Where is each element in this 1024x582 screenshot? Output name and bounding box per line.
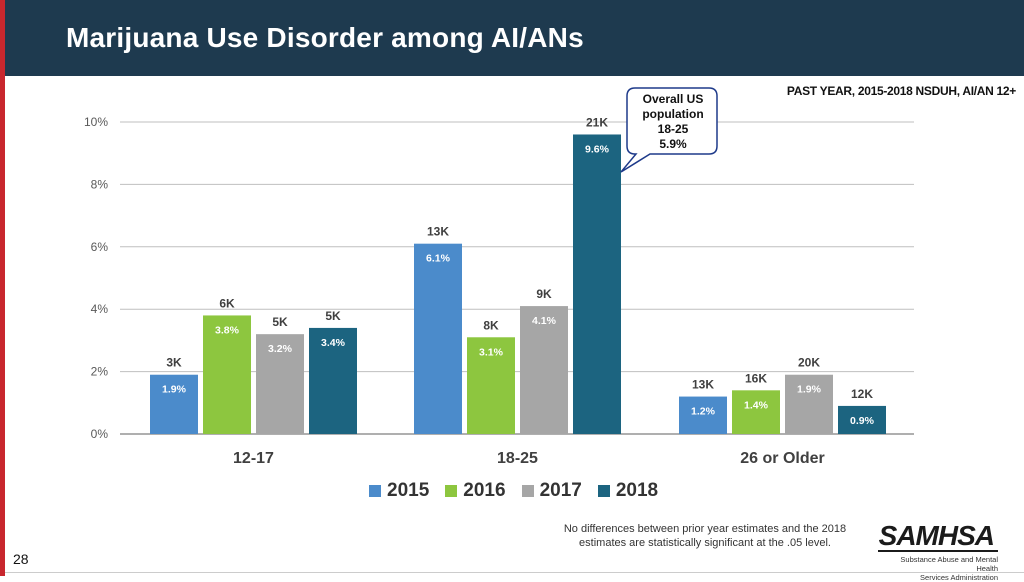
- data-label-2017-1: 4.1%: [532, 315, 557, 327]
- slide-header: Marijuana Use Disorder among AI/ANs: [5, 0, 1024, 76]
- data-label-2017-2: 1.9%: [797, 384, 822, 396]
- callout-line-1: Overall US: [642, 92, 704, 106]
- x-tick-label-0: 12-17: [233, 450, 274, 467]
- legend-label-2017: 2017: [539, 480, 582, 501]
- count-label-2015-0: 3K: [166, 356, 182, 370]
- count-label-2018-1: 21K: [586, 115, 608, 129]
- data-label-2015-2: 1.2%: [691, 406, 716, 418]
- bar-2016-2: [732, 390, 780, 434]
- bar-2015-1: [414, 243, 462, 434]
- footnote-line-1: No differences between prior year estima…: [563, 523, 847, 535]
- y-tick-label-2: 4%: [91, 302, 109, 316]
- count-label-2016-1: 8K: [483, 318, 499, 332]
- data-label-2016-1: 3.1%: [479, 346, 504, 358]
- legend-label-2018: 2018: [615, 480, 659, 501]
- count-label-2015-2: 13K: [692, 378, 714, 392]
- y-tick-label-1: 2%: [91, 365, 109, 379]
- chart-subtitle: PAST YEAR, 2015-2018 NSDUH, AI/AN 12+: [786, 84, 1016, 98]
- logo-sub-line-1: Substance Abuse and Mental Health: [900, 555, 998, 573]
- legend-item-2016: 2016: [445, 480, 506, 502]
- bar-2018-0: [309, 327, 357, 434]
- callout-box: [620, 87, 718, 173]
- data-label-2018-2: 0.9%: [850, 415, 875, 427]
- samhsa-logo: SAMHSA Substance Abuse and Mental Health…: [878, 522, 998, 582]
- data-label-2016-2: 1.4%: [744, 399, 769, 411]
- page-number: 28: [13, 551, 29, 567]
- legend-label-2016: 2016: [463, 480, 506, 501]
- data-label-2017-0: 3.2%: [268, 343, 293, 355]
- bar-2017-2: [785, 374, 833, 434]
- slide-title: Marijuana Use Disorder among AI/ANs: [66, 22, 584, 53]
- data-label-2018-0: 3.4%: [321, 337, 346, 349]
- data-label-2015-0: 1.9%: [162, 384, 187, 396]
- logo-name: SAMHSA: [878, 522, 998, 552]
- legend-swatch-2018: [597, 485, 610, 497]
- chart-legend: 2015 2016 2017 2018: [369, 480, 674, 502]
- count-label-2015-1: 13K: [427, 225, 449, 239]
- logo-sub-line-2: Services Administration: [920, 573, 998, 582]
- y-tick-label-4: 8%: [91, 177, 109, 191]
- bar-2017-1: [520, 306, 568, 434]
- count-label-2017-1: 9K: [536, 287, 552, 301]
- legend-swatch-2015: [369, 485, 381, 497]
- bar-2018-1: [573, 134, 621, 435]
- count-label-2016-2: 16K: [745, 371, 767, 385]
- y-tick-label-3: 6%: [91, 240, 109, 254]
- significance-footnote: No differences between prior year estima…: [540, 522, 870, 550]
- count-label-2017-0: 5K: [272, 315, 288, 329]
- legend-item-2017: 2017: [521, 480, 582, 502]
- bar-2018-2: [838, 405, 886, 434]
- x-tick-label-2: 26 or Older: [740, 450, 824, 467]
- logo-subtitle: Substance Abuse and Mental Health Servic…: [878, 555, 998, 582]
- data-label-2015-1: 6.1%: [426, 253, 451, 265]
- data-label-2016-0: 3.8%: [215, 324, 240, 336]
- left-accent-bar: [0, 0, 5, 576]
- legend-swatch-2017: [521, 485, 534, 497]
- bar-2016-1: [467, 337, 515, 434]
- footnote-line-2: estimates are statistically significant …: [579, 537, 831, 549]
- callout-line-3: 18-25: [657, 122, 689, 136]
- y-tick-label-5: 10%: [84, 115, 108, 129]
- callout-line-4: 5.9%: [659, 137, 687, 151]
- count-label-2018-0: 5K: [325, 309, 341, 323]
- x-tick-label-1: 18-25: [497, 450, 538, 467]
- legend-item-2018: 2018: [597, 480, 659, 502]
- count-label-2017-2: 20K: [798, 356, 820, 370]
- callout-line-2: population: [642, 107, 704, 121]
- bar-2015-0: [150, 374, 198, 434]
- bottom-rule: [5, 572, 1024, 573]
- callout-text: Overall US population 18-25 5.9%: [630, 92, 716, 152]
- y-tick-label-0: 0%: [91, 427, 109, 441]
- legend-label-2015: 2015: [387, 480, 430, 501]
- bar-2016-0: [203, 315, 251, 434]
- data-label-2018-1: 9.6%: [585, 143, 610, 155]
- bar-2017-0: [256, 334, 304, 434]
- bar-2015-2: [679, 396, 727, 434]
- count-label-2016-0: 6K: [219, 296, 235, 310]
- legend-swatch-2016: [445, 485, 458, 497]
- legend-item-2015: 2015: [369, 480, 429, 502]
- count-label-2018-2: 12K: [851, 387, 873, 401]
